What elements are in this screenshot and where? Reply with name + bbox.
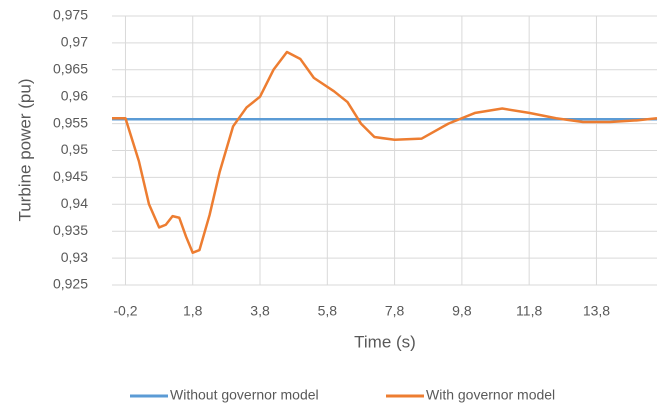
legend-label: Without governor model: [170, 387, 319, 403]
x-tick-label: 5,8: [318, 303, 338, 319]
y-tick-label: 0,95: [61, 141, 88, 157]
y-tick-label: 0,935: [53, 222, 88, 238]
x-tick-label: 13,8: [583, 303, 610, 319]
x-tick-label: 9,8: [452, 303, 472, 319]
x-axis-title: Time (s): [354, 332, 416, 351]
y-tick-label: 0,965: [53, 61, 88, 77]
y-tick-label: 0,925: [53, 276, 88, 292]
y-tick-label: 0,97: [61, 34, 88, 50]
y-tick-label: 0,96: [61, 87, 88, 103]
x-tick-label: 1,8: [183, 303, 203, 319]
x-tick-label: 7,8: [385, 303, 405, 319]
x-tick-label: 3,8: [250, 303, 270, 319]
y-tick-label: 0,93: [61, 249, 88, 265]
series-line: [112, 50, 658, 254]
legend-label: With governor model: [426, 387, 555, 403]
y-tick-label: 0,955: [53, 114, 88, 130]
y-tick-label: 0,945: [53, 168, 88, 184]
x-tick-label: -0,2: [113, 303, 137, 319]
y-axis-title: Turbine power (pu): [15, 79, 34, 222]
x-tick-label: 11,8: [516, 303, 542, 319]
y-tick-label: 0,975: [53, 7, 88, 23]
y-tick-label: 0,94: [61, 195, 88, 211]
